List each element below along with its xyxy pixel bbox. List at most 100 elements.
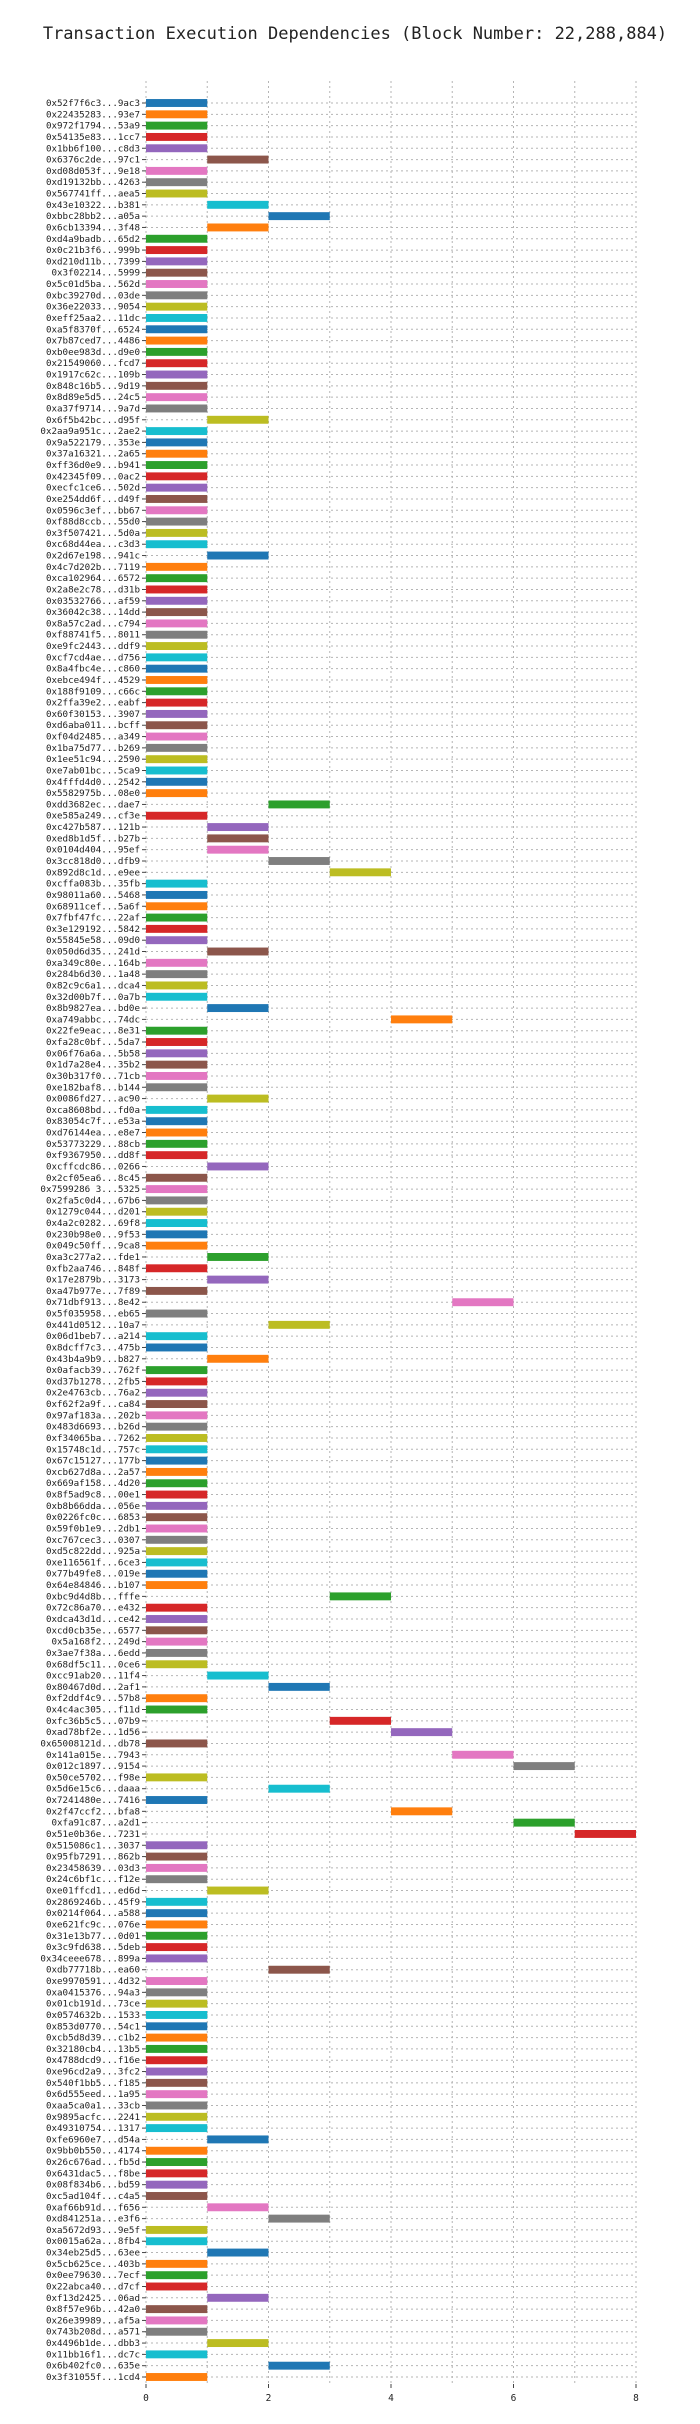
y-tick-label: 0x8a4fbc4e...c860 xyxy=(46,664,140,675)
y-tick-label: 0x4c4ac305...f11d xyxy=(46,1705,140,1716)
transaction-bar xyxy=(146,2158,208,2167)
y-tick-label: 0x0574632b...1533 xyxy=(46,2010,140,2021)
y-tick-label: 0x52f7f6c3...9ac3 xyxy=(46,98,140,109)
transaction-bar xyxy=(146,291,208,300)
y-tick-label: 0xe254dd6f...d49f xyxy=(46,494,140,505)
transaction-bar xyxy=(146,1943,208,1952)
transaction-bar xyxy=(207,1094,269,1103)
transaction-bar xyxy=(146,1196,208,1205)
y-tick-label: 0x97af183a...202b xyxy=(46,1410,140,1421)
y-tick-label: 0x8f5ad9c8...00e1 xyxy=(46,1490,140,1501)
transaction-bar xyxy=(268,1320,330,1329)
y-tick-label: 0xc767cec3...0307 xyxy=(46,1535,140,1546)
transaction-bar xyxy=(146,732,208,741)
x-tick-label: 6 xyxy=(511,2393,517,2404)
transaction-bar xyxy=(146,1173,208,1182)
transaction-bar xyxy=(207,415,269,424)
x-tick-label: 4 xyxy=(388,2393,394,2404)
transaction-bar xyxy=(146,370,208,379)
transaction-bar xyxy=(146,743,208,752)
y-tick-label: 0x51e0b36e...7231 xyxy=(46,1829,140,1840)
y-tick-label: 0x98011a60...5468 xyxy=(46,890,140,901)
transaction-bar xyxy=(146,1920,208,1929)
y-tick-label: 0x42345f09...0ac2 xyxy=(46,471,140,482)
transaction-bar xyxy=(146,506,208,515)
y-tick-label: 0x8a57c2ad...c794 xyxy=(46,618,141,629)
transaction-bar xyxy=(146,1931,208,1940)
transaction-bar xyxy=(146,2316,208,2325)
y-tick-label: 0xd08d053f...9e18 xyxy=(46,166,140,177)
transaction-bar xyxy=(146,2011,208,2019)
transaction-bar xyxy=(146,1343,208,1352)
transaction-bar xyxy=(207,947,269,956)
y-tick-label: 0x72c86a70...e432 xyxy=(46,1603,140,1614)
transaction-bar xyxy=(146,2078,208,2087)
transaction-bar xyxy=(146,2350,208,2359)
y-tick-label: 0xe116561f...6ce3 xyxy=(46,1557,140,1568)
y-tick-label: 0x483d6693...b26d xyxy=(46,1422,140,1433)
transaction-bar xyxy=(146,2259,208,2268)
y-tick-label: 0x6b402fc0...635e xyxy=(46,2361,140,2372)
y-tick-label: 0x050d6d35...241d xyxy=(46,947,140,958)
y-tick-label: 0x0086fd27...ac90 xyxy=(46,1094,140,1105)
transaction-bar xyxy=(146,359,208,368)
y-tick-label: 0x4a2c0282...69f8 xyxy=(46,1218,140,1229)
transaction-bar xyxy=(146,2090,208,2099)
transaction-bar xyxy=(146,721,208,730)
transaction-bar xyxy=(146,427,208,436)
y-tick-label: 0xe9fc2443...ddf9 xyxy=(46,641,140,652)
y-tick-label: 0xd19132bb...4263 xyxy=(46,177,140,188)
transaction-bar xyxy=(146,1286,208,1295)
y-tick-label: 0x01cb191d...73ce xyxy=(46,1999,140,2010)
transaction-bar xyxy=(146,1026,208,1035)
transaction-bar xyxy=(574,1829,636,1838)
y-tick-label: 0x049c50ff...9ca8 xyxy=(46,1241,140,1252)
y-tick-label: 0x68df5c11...0ce6 xyxy=(46,1659,140,1670)
transaction-bar xyxy=(146,110,208,119)
y-tick-label: 0x26c676ad...fb5d xyxy=(46,2157,140,2168)
y-tick-label: 0x30b317f0...71cb xyxy=(46,1071,140,1082)
y-tick-label: 0xed8b1d5f...b27b xyxy=(46,833,140,844)
transaction-bar xyxy=(146,1151,208,1160)
y-tick-label: 0xd4a9badb...65d2 xyxy=(46,234,140,245)
y-tick-label: 0x141a015e...7943 xyxy=(46,1750,140,1761)
transaction-bar xyxy=(146,2044,208,2053)
transaction-bar xyxy=(207,1004,269,1013)
y-tick-label: 0x1917c62c...109b xyxy=(46,370,140,381)
y-tick-label: 0x22fe9eac...8e31 xyxy=(46,1026,140,1037)
y-tick-label: 0x43e10322...b381 xyxy=(46,200,140,211)
transaction-bar xyxy=(329,868,391,877)
y-tick-label: 0xc68d44ea...c3d3 xyxy=(46,539,140,550)
y-tick-label: 0xfc36b5c5...07b9 xyxy=(46,1716,140,1727)
transaction-bar xyxy=(146,449,208,458)
transaction-bar xyxy=(146,1705,208,1714)
y-tick-label: 0x853d0770...54c1 xyxy=(46,2021,140,2032)
y-tick-label: 0x3f02214...5999 xyxy=(51,268,140,279)
transaction-bar xyxy=(268,857,330,865)
transaction-bar xyxy=(146,1875,208,1884)
transaction-bar xyxy=(146,347,208,356)
y-tick-label: 0xf88d8ccb...55d0 xyxy=(46,517,140,528)
y-tick-label: 0xcd0cb35e...6577 xyxy=(46,1625,140,1636)
y-tick-label: 0x0226fc0c...6853 xyxy=(46,1512,140,1523)
transaction-bar xyxy=(146,1207,208,1216)
transaction-bar xyxy=(146,1909,208,1918)
transaction-bar xyxy=(146,2169,208,2178)
y-tick-label: 0x1bb6f100...c8d3 xyxy=(46,143,140,154)
y-tick-label: 0x6f5b42bc...d95f xyxy=(46,415,140,426)
y-tick-label: 0x5cb625ce...403b xyxy=(46,2259,140,2270)
transaction-bar xyxy=(146,1128,208,1137)
y-tick-label: 0x2f47ccf2...bfa8 xyxy=(46,1806,140,1817)
y-tick-label: 0xd5c822dd...925a xyxy=(46,1546,140,1557)
transaction-bar xyxy=(146,438,208,447)
y-tick-label: 0x284b6d30...1a48 xyxy=(46,969,140,980)
transaction-bar xyxy=(391,1015,453,1024)
transaction-bar xyxy=(391,1807,453,1816)
transaction-bar xyxy=(146,698,208,707)
transaction-bar xyxy=(207,1671,269,1680)
transaction-bar xyxy=(146,1456,208,1465)
y-tick-label: 0x5c01d5ba...562d xyxy=(46,279,140,290)
y-tick-label: 0x49310754...1317 xyxy=(46,2123,140,2134)
y-tick-label: 0xc5ad104f...c4a5 xyxy=(46,2191,140,2202)
